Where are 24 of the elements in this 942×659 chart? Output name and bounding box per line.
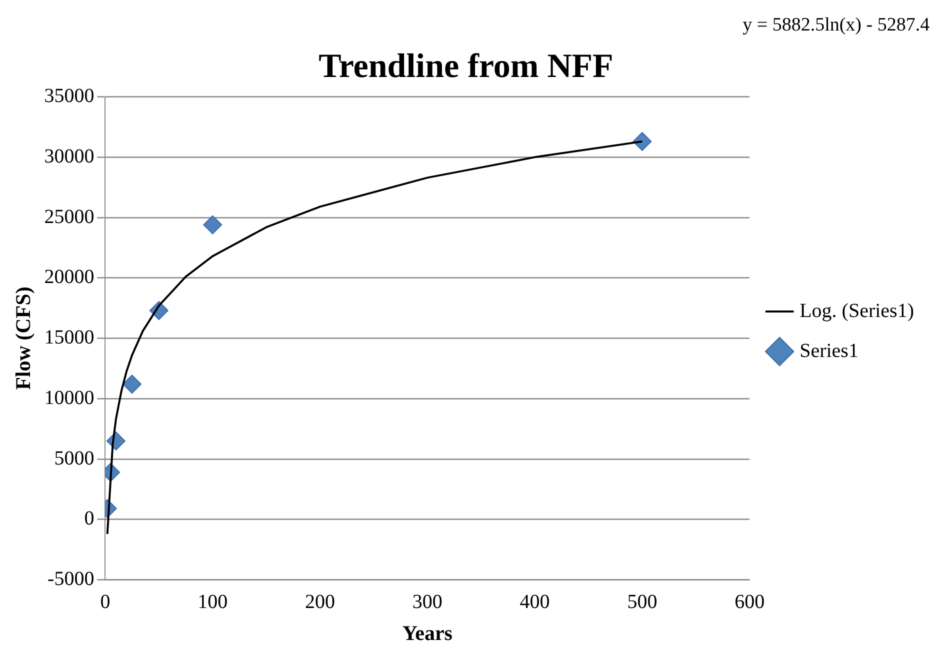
x-tick-label: 100 [198,591,228,614]
y-tick-label: 10000 [44,386,94,409]
y-tick-label: 15000 [44,326,94,349]
y-tick-label: 0 [84,508,94,530]
x-tick-label: 500 [627,591,658,614]
point [203,215,222,234]
x-tick-label: 200 [304,591,335,614]
y-tick-label: 35000 [44,85,94,108]
y-tick-label: 30000 [44,145,94,168]
legend-label: Log. (Series1) [800,300,914,322]
point [122,374,142,394]
y-tick-label: 20000 [44,266,94,288]
chart-title: Trendline from NFF [318,48,614,86]
text: y = 5882.5ln(x) - 5287.4 [742,14,930,36]
x-axis-title: Years [402,620,452,645]
y-tick-label: -5000 [48,568,94,590]
x-tick-label: 600 [734,591,765,614]
x-tick-label: 300 [412,591,442,614]
y-axis-title: Flow (CFS) [11,286,36,390]
x-tick-label: 400 [520,591,550,614]
y-tick-label: 5000 [54,447,94,470]
y-tick-label: 25000 [44,206,94,228]
legend-label: Series1 [800,340,858,362]
x-tick-label: 0 [100,591,110,614]
